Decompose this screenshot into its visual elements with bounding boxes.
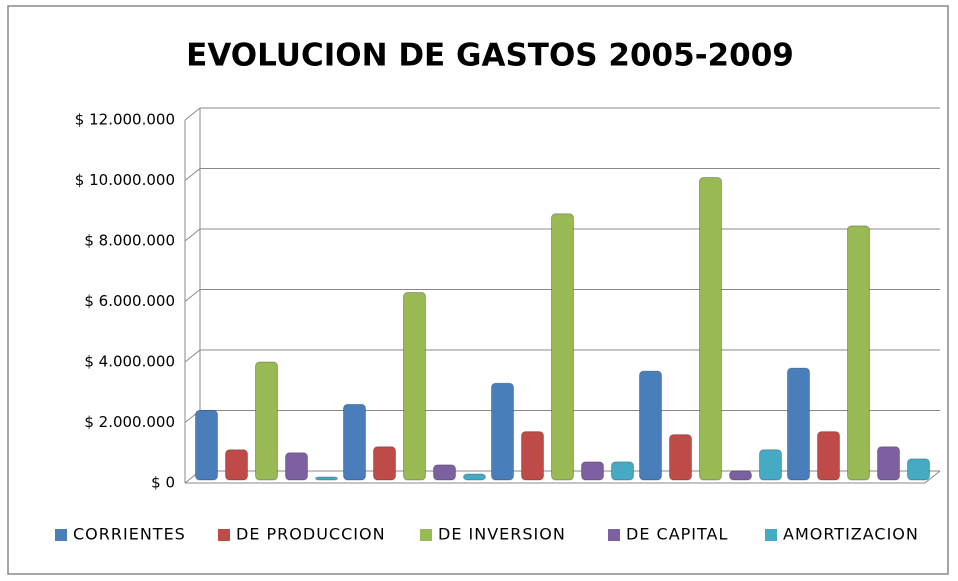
bar xyxy=(611,461,634,481)
bar xyxy=(729,470,752,481)
y-tick-label: $ 2.000.000 xyxy=(84,413,175,431)
bar xyxy=(491,382,514,481)
bar xyxy=(225,449,248,481)
legend-label: CORRIENTES xyxy=(73,525,186,544)
floor-edge xyxy=(924,470,941,484)
bar xyxy=(433,464,456,481)
bar xyxy=(373,446,396,481)
bar xyxy=(403,291,426,481)
legend-swatch xyxy=(765,529,777,541)
grid-line xyxy=(184,168,201,181)
legend-label: AMORTIZACION xyxy=(783,525,919,544)
legend-swatch xyxy=(608,529,620,541)
bar xyxy=(907,458,930,481)
bar xyxy=(551,213,574,481)
y-tick-label: $ 12.000.000 xyxy=(75,111,175,129)
bar xyxy=(343,403,366,481)
bar xyxy=(463,473,486,481)
bar xyxy=(255,361,278,481)
y-tick-label: $ 4.000.000 xyxy=(84,353,175,371)
y-tick-label: $ 10.000.000 xyxy=(75,171,175,189)
bar xyxy=(877,446,900,481)
bar xyxy=(669,434,692,481)
legend-swatch xyxy=(218,529,230,541)
bar xyxy=(759,449,782,481)
bar xyxy=(847,225,870,481)
y-tick-label: $ 0 xyxy=(151,474,175,492)
bar xyxy=(639,370,662,481)
bar xyxy=(195,409,218,481)
grid-line xyxy=(184,349,201,363)
legend-label: DE PRODUCCION xyxy=(236,525,386,544)
legend-swatch xyxy=(55,529,67,541)
y-tick-label: $ 8.000.000 xyxy=(84,232,175,250)
bar xyxy=(581,461,604,481)
legend-label: DE INVERSION xyxy=(438,525,566,544)
grid-line xyxy=(184,107,201,121)
y-tick-label: $ 6.000.000 xyxy=(84,292,175,310)
grid-line xyxy=(184,289,201,302)
bar xyxy=(285,452,308,481)
legend-label: DE CAPITAL xyxy=(626,525,728,544)
bar xyxy=(787,367,810,481)
bar xyxy=(521,431,544,481)
bar xyxy=(315,476,338,481)
chart-title: EVOLUCION DE GASTOS 2005-2009 xyxy=(186,38,794,74)
bar xyxy=(817,431,840,481)
grid-line xyxy=(184,228,201,242)
legend-swatch xyxy=(420,529,432,541)
bar xyxy=(699,177,722,481)
